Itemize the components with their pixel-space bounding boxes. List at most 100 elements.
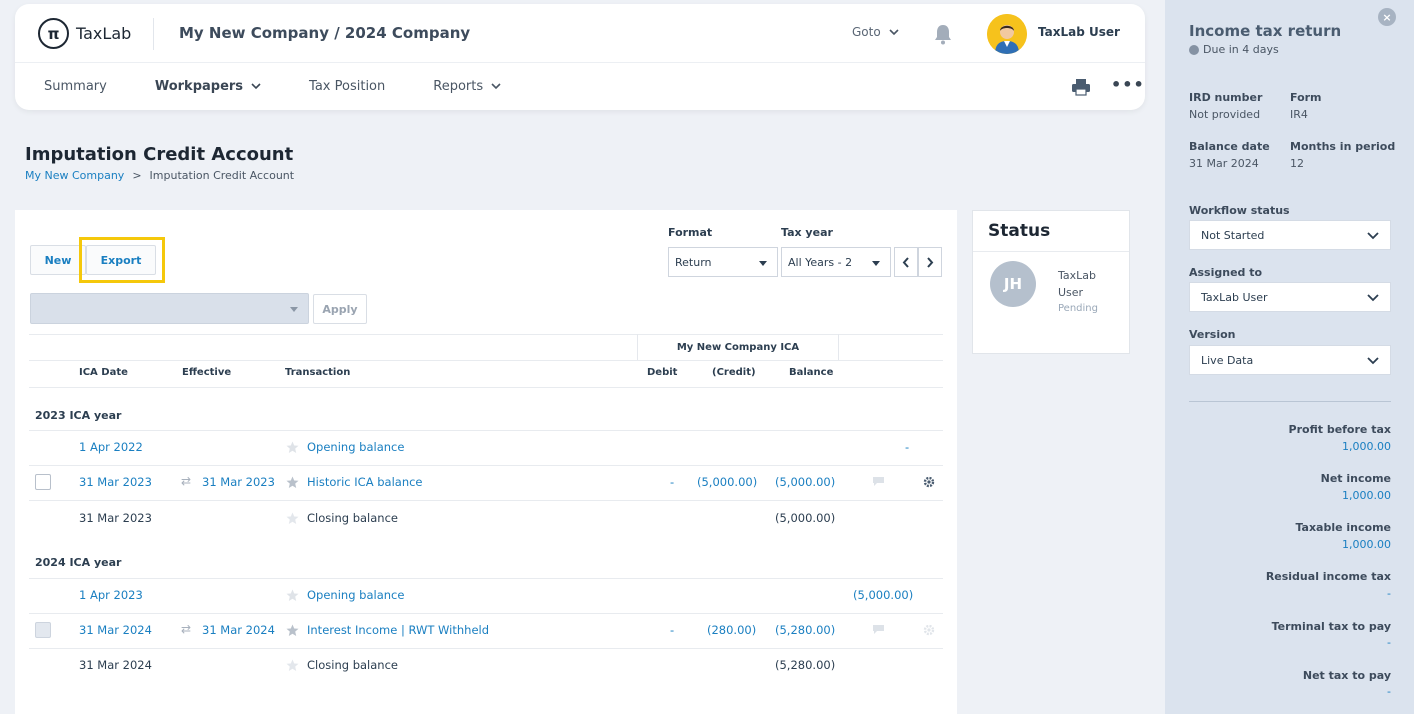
row-checkbox[interactable] [35,622,51,638]
metric-value[interactable]: - [1387,685,1391,698]
col-effective[interactable]: Effective [182,367,232,378]
workflow-status-select[interactable]: Not Started [1189,220,1391,250]
star-icon[interactable] [286,589,299,602]
row-debit[interactable]: - [670,475,675,489]
row-checkbox[interactable] [35,474,51,490]
assigned-to-value: TaxLab User [1201,290,1268,304]
caret-down-icon [759,261,767,266]
form-value: IR4 [1290,108,1308,121]
star-icon[interactable] [286,441,299,454]
swap-icon: ⇄ [181,474,192,488]
brand-logo[interactable]: π TaxLab [38,18,131,49]
col-transaction[interactable]: Transaction [285,367,351,378]
row-credit[interactable]: (5,000.00) [697,475,758,489]
avatar[interactable]: JH [990,261,1036,307]
months-value: 12 [1290,157,1304,170]
close-icon[interactable]: × [1378,8,1396,26]
chevron-left-icon [902,256,909,268]
metric-value[interactable]: - [1387,636,1391,649]
metric-label: Residual income tax [1265,570,1391,583]
main-nav: Summary Workpapers Tax Position Reports [44,79,549,94]
row-date[interactable]: 1 Apr 2022 [79,440,143,454]
chevron-right-icon [927,256,934,268]
row-credit[interactable]: (280.00) [707,623,757,637]
bulk-action-select[interactable] [30,293,309,324]
row-transaction[interactable]: Opening balance [307,588,405,602]
row-date: 31 Mar 2023 [79,511,152,525]
gear-icon[interactable] [923,476,935,488]
row-transaction[interactable]: Opening balance [307,440,405,454]
bell-icon[interactable] [933,23,953,45]
status-separator [973,251,1129,252]
col-debit[interactable]: Debit [647,367,678,378]
metric-value[interactable]: 1,000.00 [1342,440,1391,453]
row-line [29,578,943,579]
row-date[interactable]: 31 Mar 2024 [79,623,152,637]
row-transaction[interactable]: Historic ICA balance [307,475,423,489]
page-title: Imputation Credit Account [25,144,294,165]
row-date: 31 Mar 2024 [79,658,152,672]
nav-summary[interactable]: Summary [44,79,107,94]
star-icon[interactable] [286,476,299,489]
metric-label: Net income [1320,472,1391,485]
months-label: Months in period [1290,140,1396,153]
format-select[interactable]: Return [668,247,778,277]
printer-icon[interactable] [1071,78,1091,96]
row-effective[interactable]: 31 Mar 2024 [202,623,275,637]
brand-divider [153,18,154,50]
col-balance[interactable]: Balance [789,367,834,378]
nav-workpapers[interactable]: Workpapers [155,79,261,94]
tax-year-value: All Years - 2 [788,255,853,269]
format-value: Return [675,255,712,269]
row-effective[interactable]: 31 Mar 2023 [202,475,275,489]
nav-tax-position[interactable]: Tax Position [309,79,385,94]
nav-reports[interactable]: Reports [433,79,501,94]
breadcrumb-separator: > [132,169,142,182]
export-button[interactable]: Export [86,245,156,275]
assigned-to-select[interactable]: TaxLab User [1189,282,1391,312]
new-button[interactable]: New [30,245,86,275]
comment-icon[interactable] [872,624,885,635]
assigned-to-label: Assigned to [1189,266,1263,279]
row-balance[interactable]: (5,000.00) [775,475,836,489]
row-date[interactable]: 1 Apr 2023 [79,588,143,602]
tax-year-label: Tax year [781,226,833,239]
apply-button[interactable]: Apply [313,294,367,324]
comment-icon[interactable] [872,476,885,487]
company-title[interactable]: My New Company / 2024 Company [179,24,471,42]
row-transaction[interactable]: Interest Income | RWT Withheld [307,623,490,637]
col-credit[interactable]: (Credit) [712,367,756,378]
caret-down-icon [290,307,298,312]
avatar[interactable] [987,14,1027,54]
version-select[interactable]: Live Data [1189,345,1391,375]
next-year-button[interactable] [918,247,942,277]
row-end-value: - [905,440,910,454]
row-balance[interactable]: (5,280.00) [775,623,836,637]
metric-value[interactable]: 1,000.00 [1342,538,1391,551]
ica-group-header: My New Company ICA [637,334,839,360]
export-highlight [79,237,165,283]
row-date[interactable]: 31 Mar 2023 [79,475,152,489]
star-icon[interactable] [286,512,299,525]
row-debit[interactable]: - [670,623,675,637]
user-name[interactable]: TaxLab User [1038,25,1120,39]
star-icon[interactable] [286,624,299,637]
row-line [29,648,943,649]
goto-menu[interactable]: Goto [852,25,899,39]
star-icon[interactable] [286,659,299,672]
metric-label: Profit before tax [1288,423,1391,436]
status-card: Status JH TaxLab User Pending [972,210,1130,354]
more-options-icon[interactable]: ••• [1111,75,1145,94]
gear-icon[interactable] [923,624,935,636]
col-ica-date[interactable]: ICA Date [79,367,128,378]
nav-tax-position-label: Tax Position [309,79,386,94]
metric-value[interactable]: 1,000.00 [1342,489,1391,502]
previous-year-button[interactable] [894,247,918,277]
chevron-down-icon [1367,357,1379,365]
tax-year-select[interactable]: All Years - 2 [781,247,891,277]
metric-value[interactable]: - [1387,587,1391,600]
row-transaction: Closing balance [307,658,398,672]
nav-summary-label: Summary [44,79,107,94]
header-bottom-line [29,387,943,388]
breadcrumb-company-link[interactable]: My New Company [25,169,125,182]
